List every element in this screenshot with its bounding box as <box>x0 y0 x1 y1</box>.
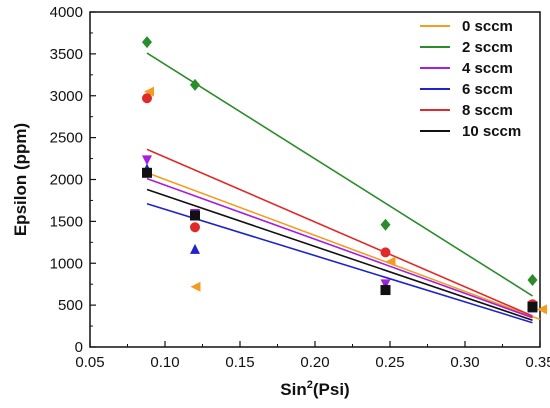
data-point-2-sccm <box>190 78 200 91</box>
data-point-2-sccm <box>527 274 538 286</box>
data-point-8-sccm <box>142 93 152 104</box>
data-point-10-sccm <box>190 210 200 221</box>
data-point-2-sccm <box>380 218 391 231</box>
y-axis-title: Epsilon (ppm) <box>11 123 30 236</box>
legend-label: 10 sccm <box>462 123 521 140</box>
data-point-0-sccm <box>144 86 154 97</box>
data-point-10-sccm <box>380 285 391 296</box>
fit-line-10-sccm <box>146 188 533 321</box>
data-point-8-sccm <box>190 222 200 233</box>
data-point-2-sccm <box>142 36 152 49</box>
x-tick-label: 0.05 <box>75 354 104 371</box>
y-tick-label: 0 <box>75 339 83 356</box>
data-point-0-sccm <box>537 304 547 315</box>
x-tick-label: 0.25 <box>375 354 404 371</box>
data-point-10-sccm <box>527 301 538 312</box>
fit-line-4-sccm <box>146 177 533 319</box>
legend-label: 8 sccm <box>462 102 513 119</box>
x-tick-label: 0.15 <box>225 354 254 371</box>
x-tick-label: 0.30 <box>450 354 479 371</box>
data-point-0-sccm <box>385 256 396 267</box>
fit-line-0-sccm <box>146 172 541 321</box>
legend-label: 2 sccm <box>462 39 513 56</box>
data-point-4-sccm <box>142 155 152 166</box>
y-tick-label: 1500 <box>50 213 83 230</box>
y-tick-label: 1000 <box>50 255 83 272</box>
y-tick-label: 3500 <box>50 46 83 63</box>
y-tick-label: 2000 <box>50 172 83 189</box>
data-point-8-sccm <box>380 247 391 258</box>
data-point-10-sccm <box>142 167 152 178</box>
data-point-6-sccm <box>190 243 200 254</box>
data-point-0-sccm <box>190 281 201 292</box>
legend-label: 0 sccm <box>462 18 513 35</box>
y-tick-label: 500 <box>58 297 83 314</box>
fit-line-2-sccm <box>146 52 533 297</box>
x-tick-label: 0.10 <box>150 354 179 371</box>
fit-line-8-sccm <box>146 148 533 317</box>
legend-label: 6 sccm <box>462 81 513 98</box>
x-axis-title: Sin2(Psi) <box>280 379 349 399</box>
legend-label: 4 sccm <box>462 60 513 77</box>
y-tick-label: 2500 <box>50 130 83 147</box>
y-tick-label: 3000 <box>50 88 83 105</box>
x-tick-label: 0.35 <box>525 354 550 371</box>
x-tick-label: 0.20 <box>300 354 329 371</box>
y-tick-label: 4000 <box>50 4 83 21</box>
fit-line-6-sccm <box>146 203 533 324</box>
